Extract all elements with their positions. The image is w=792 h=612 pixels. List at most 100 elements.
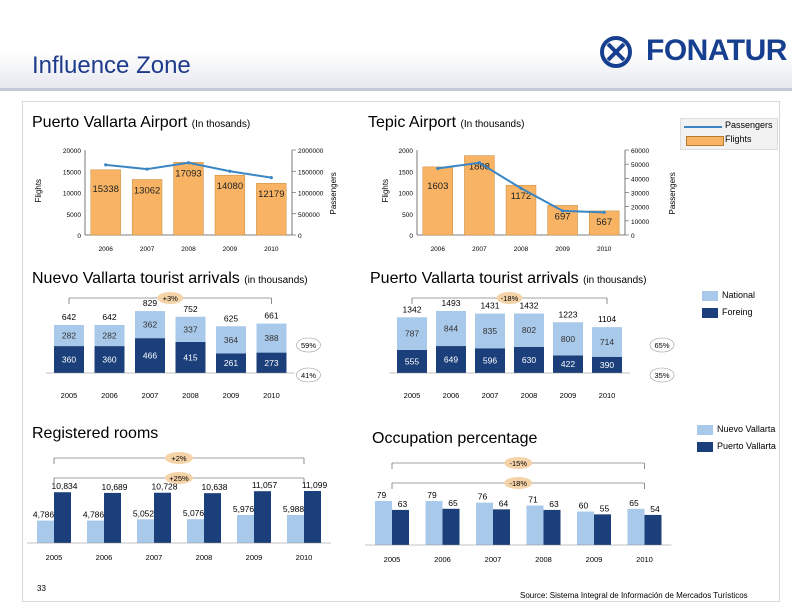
pv-data-label: 64 [499,498,509,508]
total-data-label: 1493 [442,298,461,308]
right-tick-label: 50000 [631,162,649,169]
nv-data-label: 5,052 [133,508,155,518]
pva-airport-chart: 0 5000 10000 15000 20000 0 500000 1000000 150000… [34,148,338,253]
nv-data-label: 79 [377,490,387,500]
foreign-bar-segment [397,349,427,373]
pv-data-label: 11,099 [302,480,328,490]
x-tick-label: 2007 [140,246,155,253]
foreign-bar-segment [175,341,206,373]
puerto-vallarta-bar [254,491,271,543]
nv-data-label: 5,076 [183,508,205,518]
x-tick-label: 2008 [181,246,196,253]
left-tick-label: 20000 [63,148,81,155]
national-bar-segment [135,311,165,339]
left-tick-label: 0 [409,233,413,240]
nuevo-vallarta-bar [627,508,645,545]
national-bar-segment [175,316,206,342]
puerto-vallarta-bar [54,492,71,543]
foreign-bar-segment [514,346,544,373]
occupation-title: Occupation percentage [372,430,538,447]
x-tick-label: 2006 [431,246,446,253]
foreign-data-label: 390 [600,360,614,370]
growth-outer-label: +2% [171,454,187,463]
left-tick-label: 10000 [63,191,81,198]
nv-data-label: 71 [528,494,538,504]
passengers-point [519,186,523,190]
right-tick-label: 1500000 [298,169,324,176]
growth-inner-pill [504,477,533,489]
pv-swatch [697,442,713,452]
flights-bar [256,182,287,236]
source-note: Source: Sistema Integral de Información … [520,591,748,600]
nuevo-vallarta-bar [476,502,493,545]
nuevo-vallarta-bar [425,501,443,545]
passengers-point [104,163,108,167]
total-data-label: 752 [183,304,197,314]
growth-outer-pill [504,457,533,469]
rooms-title: Registered rooms [32,425,159,442]
national-swatch [702,291,718,301]
national-data-label: 337 [183,324,197,334]
national-data-label: 714 [600,337,614,347]
nv-data-label: 5,976 [233,504,255,514]
national-data-label: 800 [561,334,575,344]
foreign-bar-segment [94,346,125,373]
x-tick-label: 2005 [404,391,421,400]
nuevo-vallarta-bar [577,511,594,545]
total-data-label: 1342 [403,304,422,314]
legend-nuevo-vallarta: Nuevo Vallarta [717,424,776,434]
x-tick-label: 2007 [142,391,159,400]
flights-data-label: 1603 [427,181,448,192]
foreign-share-pill [649,367,675,383]
flights-data-label: 697 [555,211,571,222]
right-tick-label: 0 [631,233,635,240]
logo-emblem-icon [600,36,632,68]
left-tick-label: 0 [77,233,81,240]
x-tick-label: 2010 [636,555,653,564]
total-data-label: 1431 [481,301,500,311]
nuevo-vallarta-bar [137,519,154,543]
national-bar-segment [256,323,287,353]
x-tick-label: 2008 [182,391,199,400]
left-tick-label: 15000 [63,169,81,176]
flights-data-label: 1172 [511,191,531,202]
national-data-label: 787 [405,329,419,339]
header-band [0,0,792,88]
right-tick-label: 30000 [631,191,649,198]
x-tick-label: 2010 [296,553,313,562]
growth-inner-label: -18% [509,479,527,488]
nuevo-vallarta-bar [187,519,204,543]
x-tick-label: 2009 [223,391,240,400]
passengers-point [269,176,273,180]
passengers-point [477,161,481,165]
national-share-label: 59% [301,341,316,350]
left-tick-label: 500 [402,212,413,219]
x-tick-label: 2005 [46,553,63,562]
growth-label: -18% [501,294,519,303]
airport-legend: Passengers Flights [680,118,778,150]
foreign-swatch [702,308,718,318]
nv-data-label: 65 [629,498,639,508]
foreign-data-label: 555 [405,356,419,366]
puerto-vallarta-bar [204,493,221,543]
flights-bar-swatch [686,136,724,146]
pv-arrivals-title: Puerto Vallarta tourist arrivals (in tho… [370,270,647,287]
national-bar-segment [397,317,427,350]
x-tick-label: 2006 [434,555,451,564]
right-tick-label: 2000000 [298,148,324,155]
x-tick-label: 2007 [485,555,502,564]
right-tick-label: 500000 [298,212,320,219]
national-bar-segment [216,326,246,354]
national-bar-segment [436,311,466,347]
left-tick-label: 5000 [67,212,82,219]
pv-data-label: 11,057 [252,480,278,490]
pv-data-label: 65 [448,498,458,508]
national-data-label: 388 [264,333,278,343]
rooms-chart: 4,786 10,834 2005 4,786 10,689 2006 5,052 10,72… [27,452,331,562]
pva-airport-title: Puerto Vallarta Airport (In thosands) [32,114,251,131]
tepic-airport-title: Tepic Airport (In thousands) [368,114,525,131]
right-tick-label: 1000000 [298,191,324,198]
left-axis-label: Flights [34,179,43,203]
pv-arrivals-subtitle: (in thousands) [583,275,647,286]
total-data-label: 1223 [559,309,578,319]
